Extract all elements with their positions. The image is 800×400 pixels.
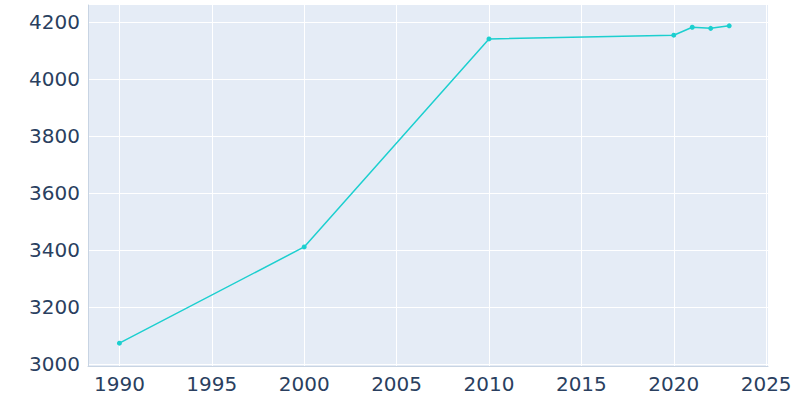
svg-text:1995: 1995 [186,372,237,396]
svg-text:3000: 3000 [29,352,80,376]
svg-text:2020: 2020 [648,372,699,396]
svg-text:2025: 2025 [741,372,792,396]
svg-text:2000: 2000 [279,372,330,396]
svg-text:4000: 4000 [29,67,80,91]
svg-text:2010: 2010 [464,372,515,396]
svg-text:4200: 4200 [29,10,80,34]
svg-text:3400: 3400 [29,238,80,262]
svg-text:2005: 2005 [371,372,422,396]
svg-text:3800: 3800 [29,124,80,148]
svg-text:3200: 3200 [29,295,80,319]
svg-text:3600: 3600 [29,181,80,205]
svg-text:2015: 2015 [556,372,607,396]
svg-text:1990: 1990 [94,372,145,396]
